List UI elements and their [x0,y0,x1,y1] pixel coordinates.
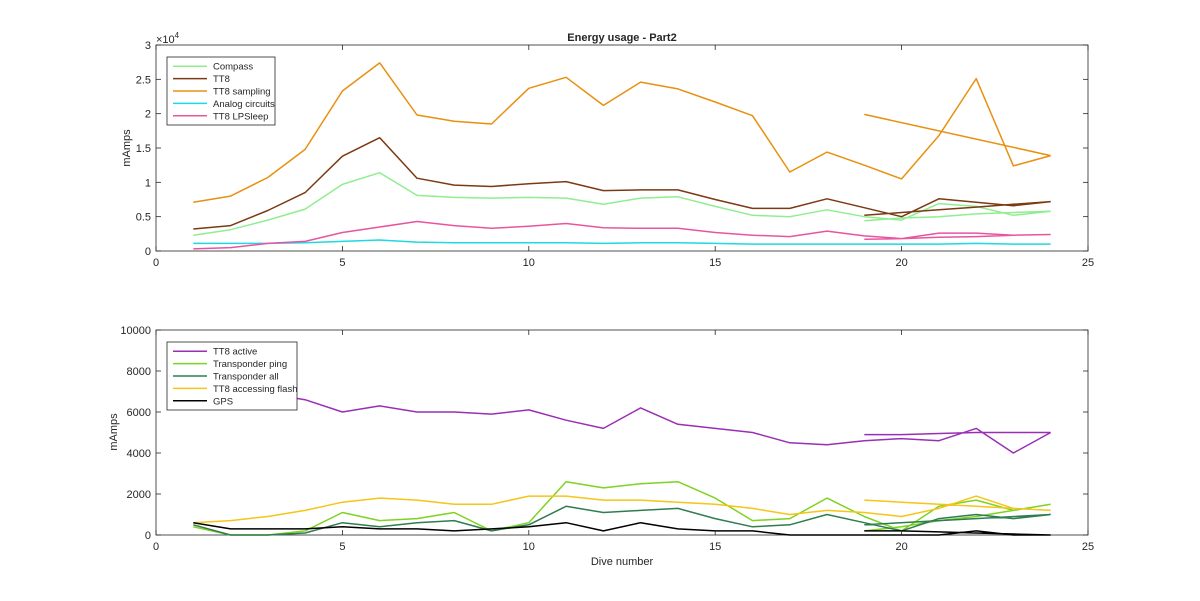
bottom-x-tick-label: 10 [523,541,535,553]
top-legend-label: TT8 [213,74,230,85]
bottom-legend-label: Transponder all [213,372,279,383]
top-ticks-layer: 0 5 10 15 20 25 0 0.5 1 1.5 2 2.5 3 [136,40,1094,269]
bottom-x-tick-label: 25 [1082,541,1094,553]
top-legend-label: Compass [213,62,253,73]
top-x-tick-label: 10 [523,257,535,269]
top-legend-label: Analog circuits [213,99,275,110]
bottom-series-layer [193,384,1052,536]
bottom-y-tick-label: 8000 [127,366,151,378]
top-series-layer [193,62,1051,250]
bottom-ticks-layer: 0 5 10 15 20 25 0 2000 4000 6000 8000 10000 [120,325,1094,553]
bottom-series-line-tt8-accessing-flash [193,495,1051,524]
top-y-tick-label: 1.5 [136,143,151,155]
top-y-tick-label: 0.5 [136,212,151,224]
bottom-x-tick-label: 20 [895,541,907,553]
top-series-line-analog-circuits [193,239,1051,245]
top-chart-title: Energy usage - Part2 [567,32,676,44]
exponent-power: 4 [175,31,180,40]
bottom-y-tick-label: 0 [145,530,151,542]
top-axes: 0 5 10 15 20 25 0 0.5 1 1.5 2 2.5 3 Energy usage - P… [121,31,1094,269]
bottom-legend-label: TT8 accessing flash [213,384,297,395]
bottom-y-tick-label: 2000 [127,489,151,501]
bottom-x-tick-label: 5 [339,541,345,553]
top-x-tick-label: 5 [339,257,345,269]
bottom-y-tick-label: 4000 [127,448,151,460]
top-y-tick-label: 1 [145,177,151,189]
top-series-line-tt8-lpsleep [193,220,1051,250]
top-y-tick-label: 2.5 [136,74,151,86]
bottom-y-tick-label: 6000 [127,407,151,419]
top-series-line-tt8 [193,136,1051,230]
bottom-x-tick-label: 15 [709,541,721,553]
top-y-exponent-label: ×104 [156,31,180,46]
bottom-legend-label: GPS [213,396,233,407]
bottom-series-line-gps [193,521,1051,536]
top-legend-label: TT8 LPSleep [213,111,268,122]
top-y-axis-label: mAmps [121,129,133,167]
top-x-tick-label: 15 [709,257,721,269]
bottom-y-axis-label: mAmps [108,413,120,451]
top-y-tick-label: 2 [145,109,151,121]
bottom-series-line-tt8-active [193,384,1052,454]
top-x-tick-label: 25 [1082,257,1094,269]
top-y-tick-label: 3 [145,40,151,52]
bottom-series-line-transponder-all [193,505,1051,536]
top-legend-label: TT8 sampling [213,87,271,98]
top-x-tick-label: 0 [153,257,159,269]
top-plot-box [155,44,1089,252]
bottom-y-tick-label: 10000 [120,325,151,337]
top-x-tick-label: 20 [895,257,907,269]
top-series-line-compass [193,171,1051,236]
bottom-legend-label: Transponder ping [213,359,287,370]
exponent-base: ×10 [156,34,175,46]
top-series-line-tt8-sampling [193,62,1051,203]
bottom-x-tick-label: 0 [153,541,159,553]
top-y-tick-label: 0 [145,246,151,258]
x-axis-label: Dive number [591,556,654,568]
bottom-legend-label: TT8 active [213,347,257,358]
bottom-axes: 0 5 10 15 20 25 0 2000 4000 6000 8000 10000 mAmps D… [108,325,1094,568]
